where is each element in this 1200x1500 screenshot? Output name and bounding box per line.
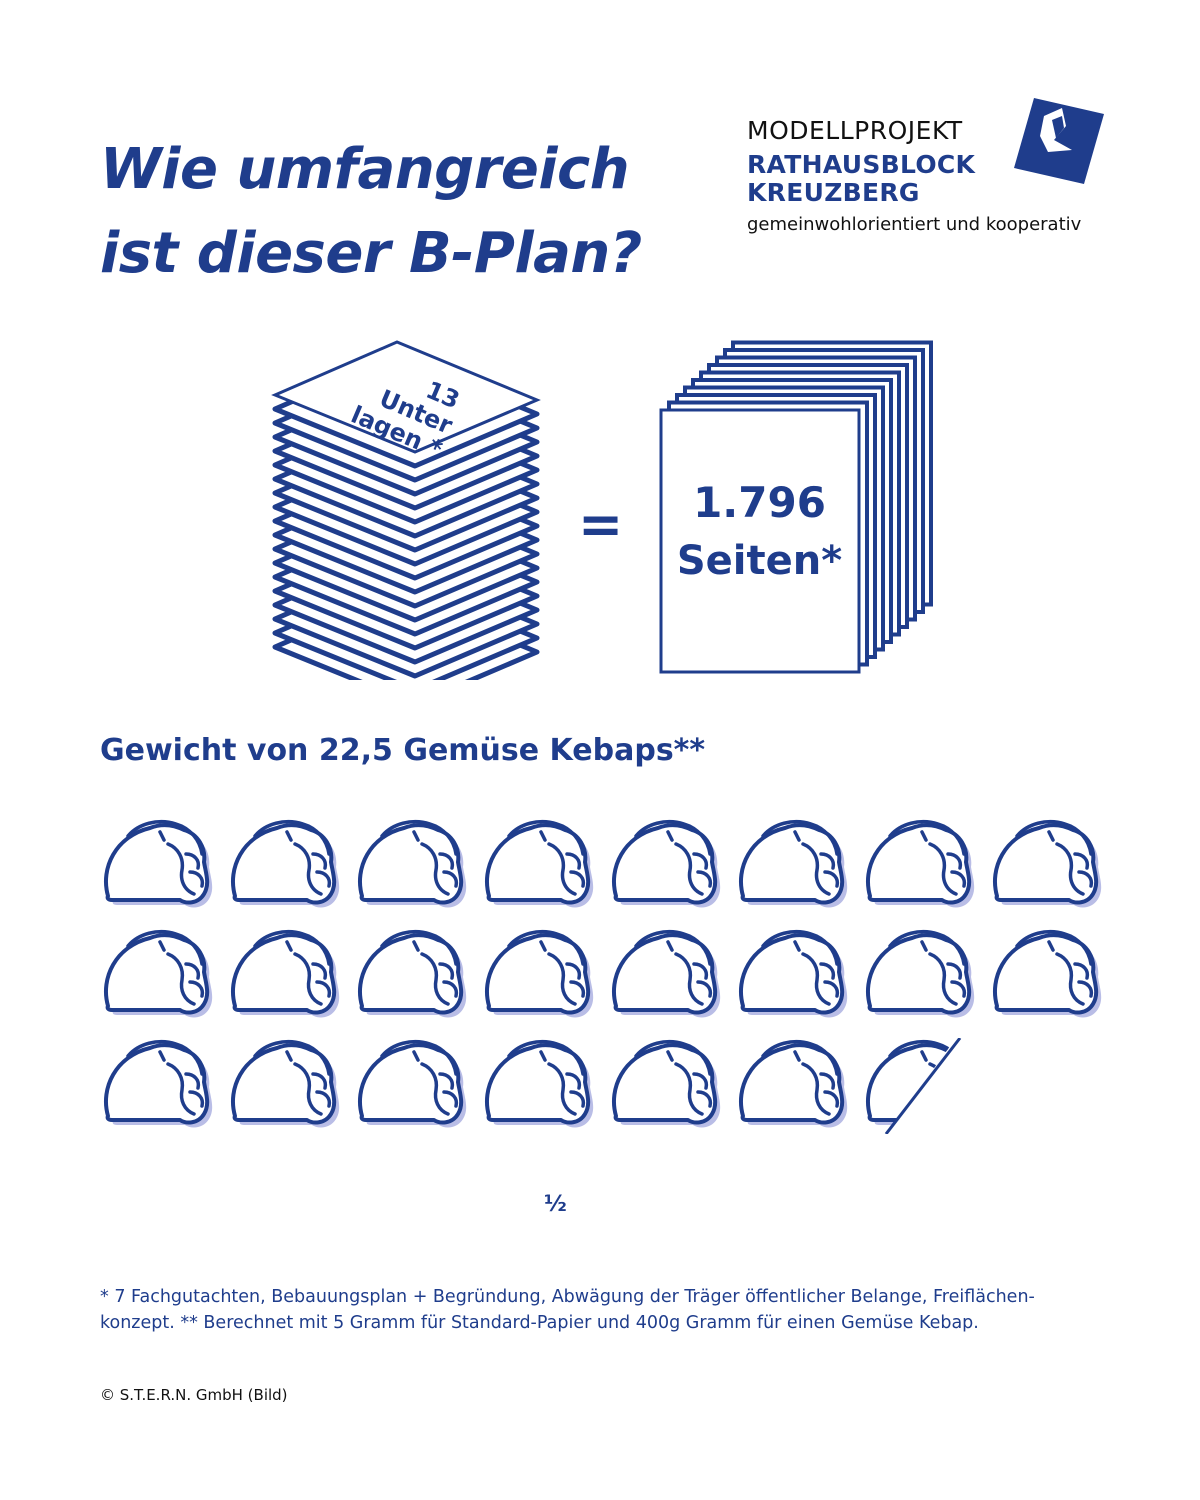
kebab-icon (485, 1039, 594, 1128)
kebab-icon (866, 819, 975, 908)
kebab-icon (866, 929, 975, 1018)
logo-line-2: RATHAUSBLOCK (747, 150, 976, 179)
kebab-icon (485, 819, 594, 908)
kebab-icon (231, 1039, 340, 1128)
kebab-icon (104, 819, 213, 908)
kebab-icon (358, 1039, 467, 1128)
weight-subtitle: Gewicht von 22,5 Gemüse Kebaps** (100, 733, 706, 768)
kebab-icon (231, 929, 340, 1018)
page-title: Wie umfangreich ist dieser B-Plan? (100, 128, 642, 296)
footnote-line-1: * 7 Fachgutachten, Bebauungsplan + Begrü… (100, 1287, 1035, 1307)
image-credit: © S.T.E.R.N. GmbH (Bild) (100, 1386, 288, 1404)
front-page (659, 408, 861, 674)
kebab-icon (104, 1039, 213, 1128)
kebab-icon (739, 929, 848, 1018)
kebab-icon (612, 1039, 721, 1128)
pages-count: 1.796 (693, 478, 826, 527)
title-line-1: Wie umfangreich (100, 137, 630, 202)
footnote-line-2: konzept. ** Berechnet mit 5 Gramm für St… (100, 1313, 979, 1334)
kebab-icon (358, 819, 467, 908)
half-kebab-label: ½ (544, 1192, 567, 1217)
kebab-icon (993, 819, 1102, 908)
document-stack-icon: 13 Unter lagen * (271, 340, 541, 680)
stack-top-sheet (271, 340, 541, 454)
kebab-icon (993, 929, 1102, 1018)
kebab-icon (612, 929, 721, 1018)
page-stack-icon (659, 340, 933, 674)
kebab-icon (739, 819, 848, 908)
kebab-icon (358, 929, 467, 1018)
logo-line-3: KREUZBERG (747, 178, 920, 207)
kebab-icon (612, 819, 721, 908)
equals-sign: = (578, 493, 624, 556)
kebab-icon (231, 819, 340, 908)
kebab-icon (739, 1039, 848, 1128)
logo-tagline: gemeinwohlorientiert und kooperativ (747, 214, 1082, 235)
logo-line-1: MODELLPROJEKT (747, 116, 963, 145)
pages-unit: Seiten* (676, 538, 843, 584)
title-line-2: ist dieser B-Plan? (100, 221, 642, 286)
folded-square-logo-icon (1014, 98, 1104, 184)
kebab-icon (485, 929, 594, 1018)
footnote: * 7 Fachgutachten, Bebauungsplan + Begrü… (100, 1284, 1100, 1337)
kebab-icon (104, 929, 213, 1018)
half-kebab-icon (866, 1038, 962, 1134)
